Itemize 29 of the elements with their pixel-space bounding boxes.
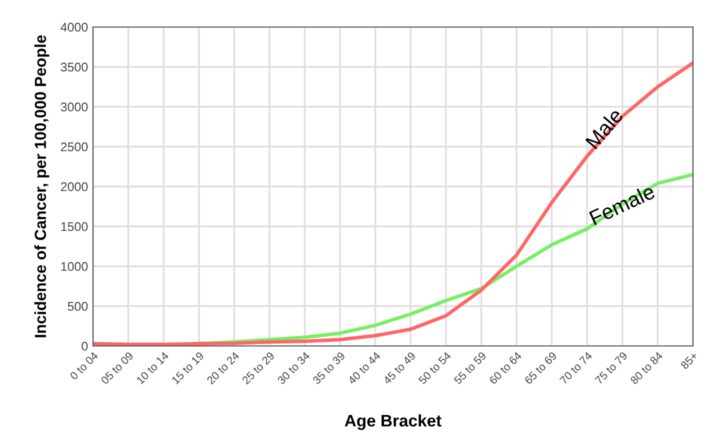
y-tick-label: 2000	[60, 182, 88, 192]
x-tick-label: 35 to 39	[312, 351, 346, 385]
x-tick-label: 25 to 29	[242, 351, 275, 385]
y-tick-label: 500	[68, 302, 88, 311]
x-axis-title: Age Bracket	[344, 414, 442, 430]
x-tick-label: 05 to 09	[100, 351, 134, 385]
y-tick-label: 4000	[60, 22, 88, 32]
x-tick-label: 15 to 19	[171, 351, 204, 384]
x-tick-label: 50 to 54	[418, 351, 452, 385]
x-tick-label: 65 to 69	[524, 351, 558, 385]
y-tick-label: 2500	[60, 142, 88, 152]
x-tick-label: 40 to 44	[347, 351, 381, 385]
x-tick-label: 45 to 49	[382, 351, 416, 385]
y-tick-label: 3000	[60, 102, 88, 112]
x-tick-label: 85+	[680, 351, 698, 370]
x-tick-label: 55 to 59	[453, 351, 487, 385]
x-tick-label: 75 to 79	[594, 351, 628, 385]
y-tick-label: 3500	[60, 62, 88, 72]
x-tick-label: 20 to 24	[206, 351, 240, 385]
y-tick-label: 1000	[61, 262, 88, 271]
y-axis-title: Incidence of Cancer, per 100,000 People	[34, 35, 50, 338]
x-tick-label: 10 to 14	[136, 351, 170, 384]
y-tick-label: 0	[82, 342, 88, 351]
x-tick-label: 0 to 04	[69, 351, 99, 380]
y-tick-label: 1500	[61, 222, 88, 232]
x-tick-label: 60 to 64	[488, 351, 522, 385]
x-tick-label: 80 to 84	[630, 351, 664, 385]
x-tick-label: 30 to 34	[276, 351, 310, 385]
x-tick-label: 70 to 74	[559, 351, 593, 385]
